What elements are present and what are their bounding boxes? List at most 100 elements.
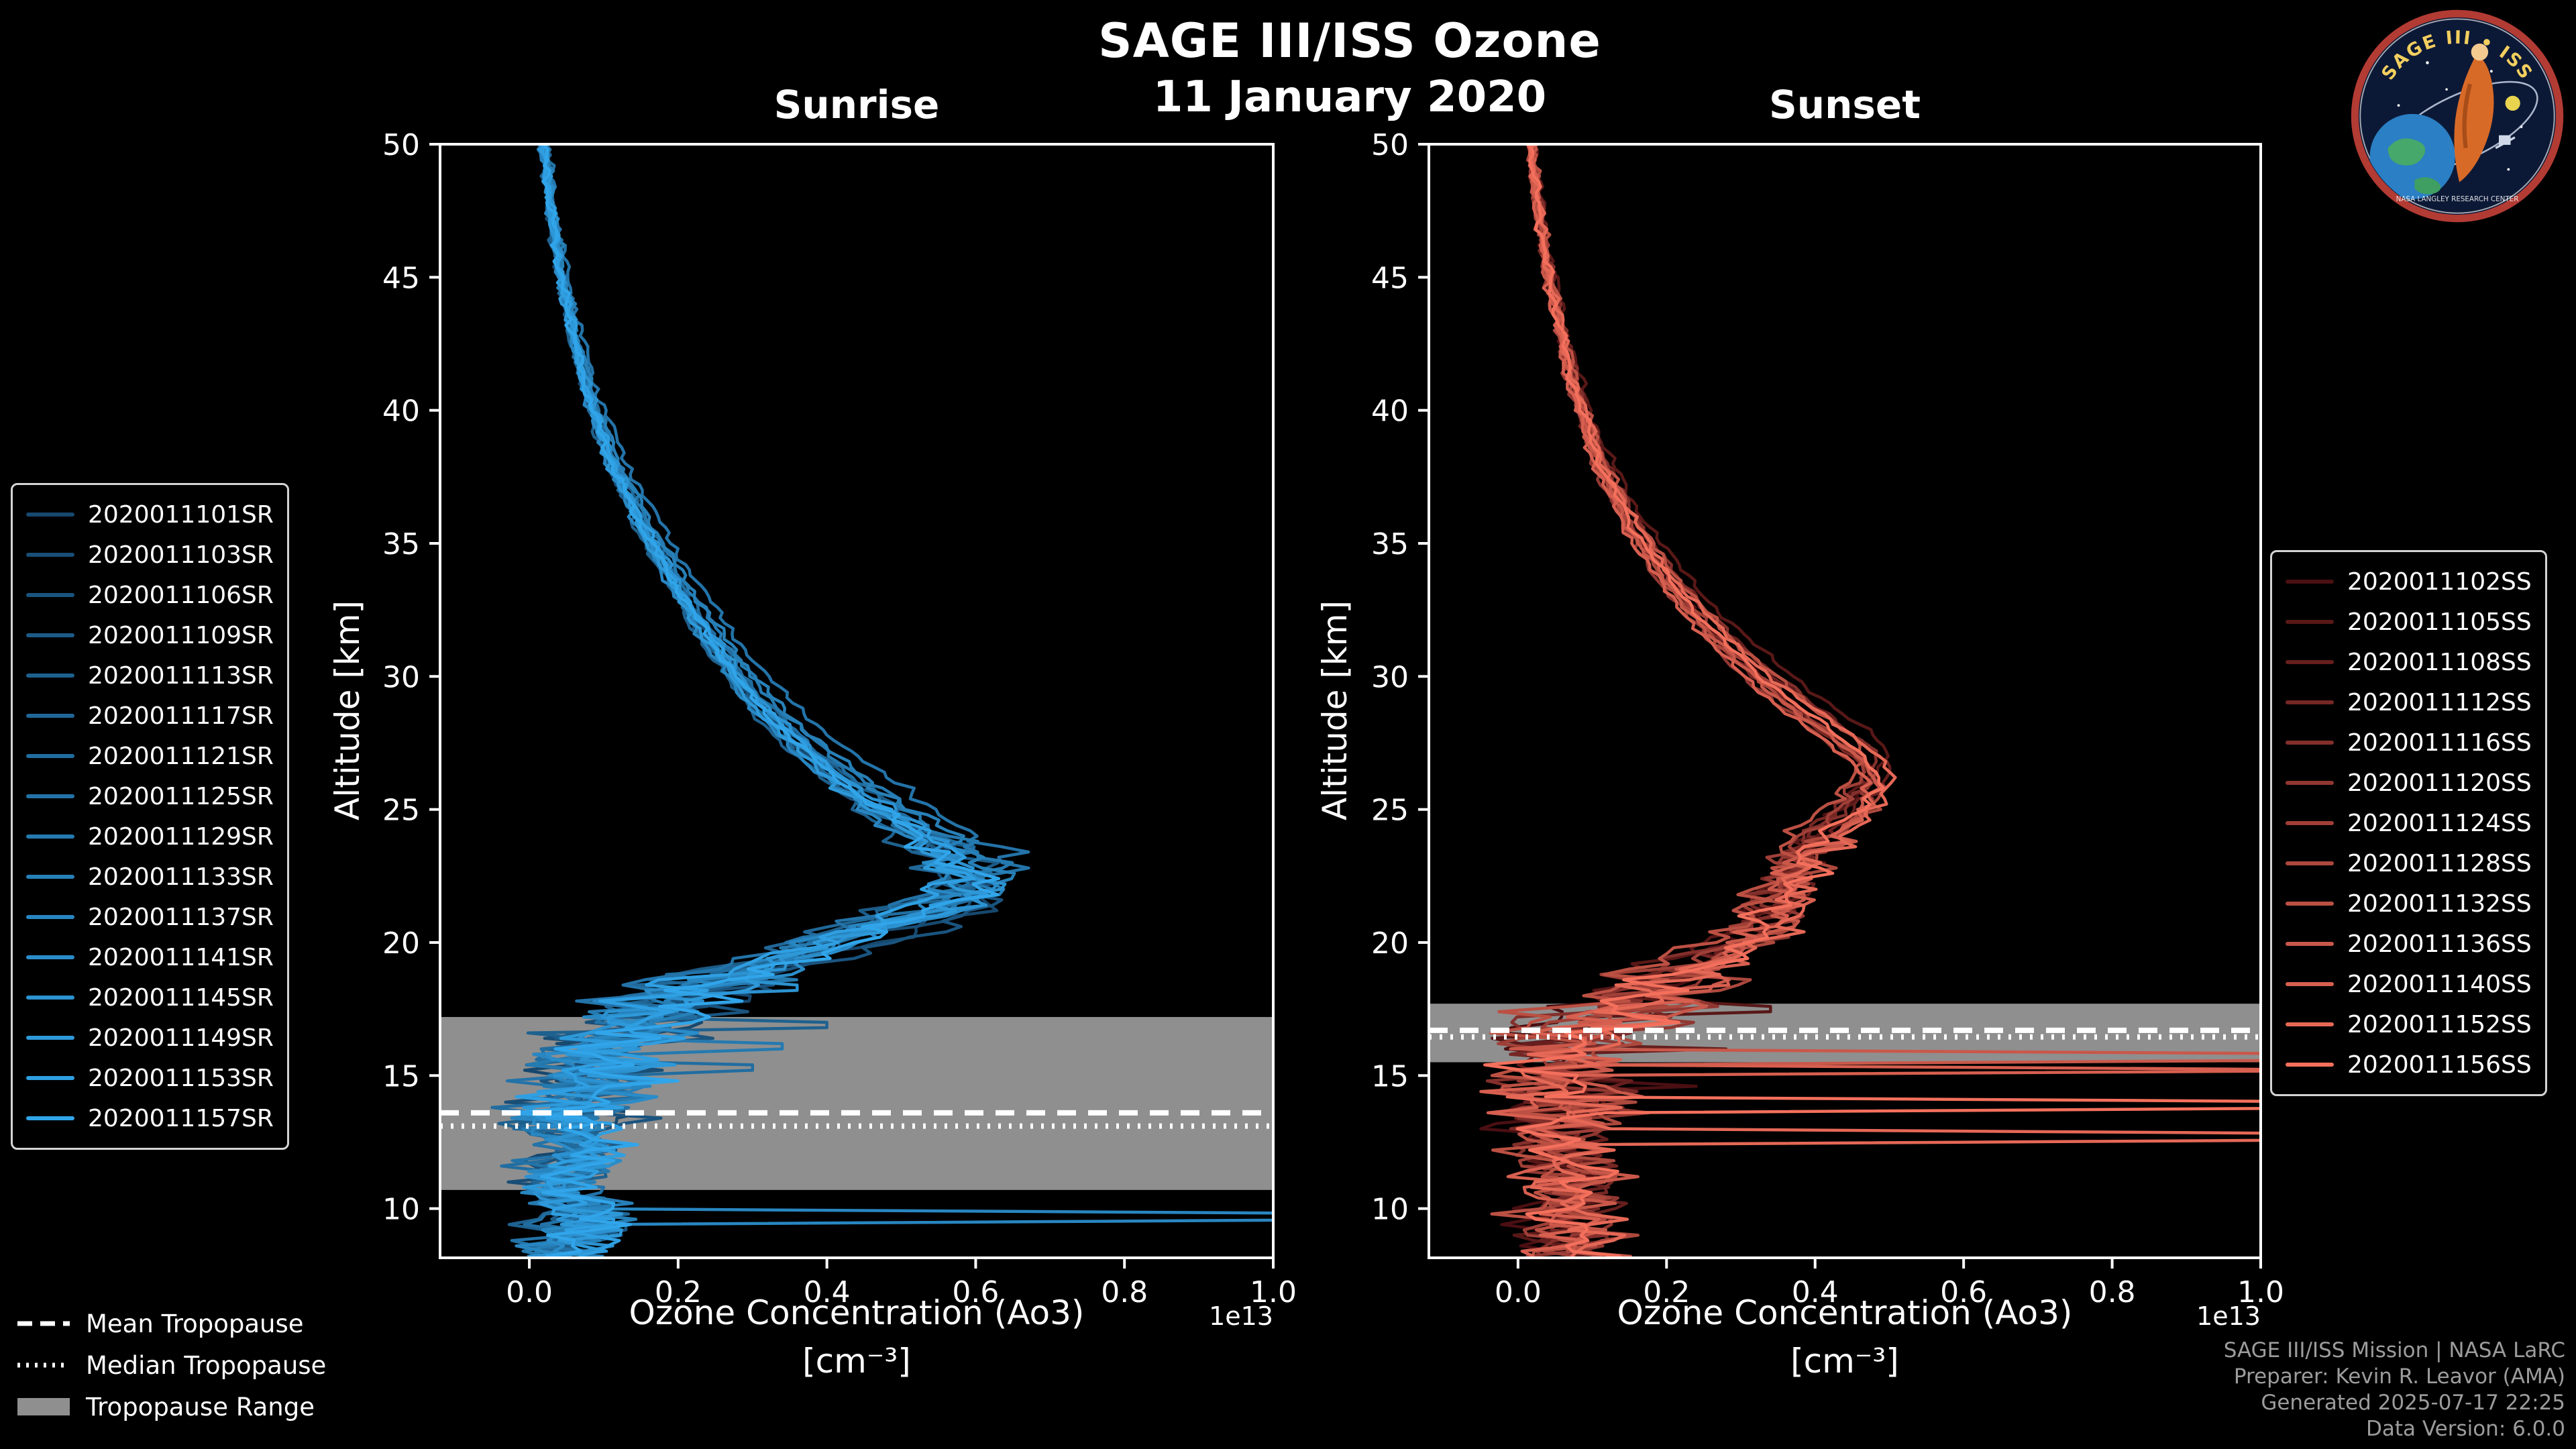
profile-line-2020011116SS <box>1485 144 1878 1258</box>
sunrise-axis-offset-label: 1e13 <box>1209 1301 1273 1331</box>
legend-label: 2020011136SS <box>2347 930 2532 958</box>
profile-line-2020011157SR <box>508 144 1001 1258</box>
legend-item: 2020011121SR <box>26 736 274 776</box>
profile-line-2020011125SR <box>505 144 1030 1258</box>
legend-label: 2020011116SS <box>2347 729 2532 757</box>
legend-label: 2020011120SS <box>2347 769 2532 797</box>
legend-line-swatch <box>26 1076 74 1080</box>
legend-line-swatch <box>2286 620 2334 624</box>
legend-label: 2020011140SS <box>2347 970 2532 998</box>
legend-line-swatch <box>26 1036 74 1040</box>
band-swatch <box>17 1398 70 1415</box>
robed-figure <box>2454 54 2494 182</box>
legend-line-swatch <box>2286 942 2334 946</box>
sunset-panel-title: Sunset <box>1769 82 1921 127</box>
legend-item: 2020011153SR <box>26 1058 274 1098</box>
legend-line-swatch <box>2286 1063 2334 1067</box>
credits-block: SAGE III/ISS Mission | NASA LaRC Prepare… <box>2224 1338 2565 1442</box>
legend-item: 2020011133SR <box>26 857 274 897</box>
legend-line-swatch <box>2286 580 2334 584</box>
x-tick-label: 0.0 <box>506 1275 553 1309</box>
legend-line-swatch <box>26 513 74 517</box>
legend-item: 2020011105SS <box>2286 602 2532 642</box>
legend-label: 2020011141SR <box>88 943 274 971</box>
legend-line-swatch <box>26 593 74 597</box>
y-tick-label: 10 <box>382 1193 420 1227</box>
legend-line-swatch <box>2286 861 2334 865</box>
y-tick-label: 25 <box>1371 794 1409 828</box>
credit-mission: SAGE III/ISS Mission | NASA LaRC <box>2223 1338 2565 1362</box>
legend-label: 2020011149SR <box>88 1024 274 1052</box>
legend-line-swatch <box>2286 781 2334 785</box>
y-tick-label: 35 <box>1371 527 1409 561</box>
legend-label: 2020011109SR <box>88 621 274 649</box>
x-tick-label: 0.8 <box>1101 1275 1148 1309</box>
legend-label: 2020011102SS <box>2347 568 2532 596</box>
legend-label: Tropopause Range <box>86 1392 315 1421</box>
legend-label: 2020011128SS <box>2347 849 2532 877</box>
dotted-line-swatch <box>17 1362 70 1368</box>
legend-label: 2020011125SR <box>88 782 274 810</box>
legend-line-swatch <box>26 875 74 879</box>
legend-item: 2020011108SS <box>2286 642 2532 682</box>
y-tick-label: 20 <box>1371 926 1409 961</box>
legend-item: 2020011109SR <box>26 615 274 655</box>
legend-label: 2020011137SR <box>88 903 274 931</box>
legend-item: 2020011102SS <box>2286 561 2532 602</box>
legend-item: 2020011128SS <box>2286 843 2532 883</box>
legend-label: 2020011133SR <box>88 863 274 891</box>
legend-label: 2020011152SS <box>2347 1010 2532 1038</box>
legend-item: 2020011145SR <box>26 977 274 1018</box>
logo-inner-ring <box>2359 18 2555 214</box>
legend-line-swatch <box>2286 741 2334 745</box>
moon <box>2505 95 2520 111</box>
y-tick-label: 45 <box>1371 261 1409 295</box>
legend-item: 2020011101SR <box>26 494 274 535</box>
x-tick-label: 0.8 <box>2089 1275 2136 1309</box>
y-tick-label: 40 <box>382 394 420 429</box>
legend-label: 2020011112SS <box>2347 688 2532 716</box>
legend-item: 2020011117SR <box>26 696 274 736</box>
legend-item: 2020011124SS <box>2286 803 2532 843</box>
legend-item: 2020011137SR <box>26 897 274 937</box>
legend-label: 2020011106SR <box>88 581 274 609</box>
legend-item: 2020011132SS <box>2286 883 2532 924</box>
legend-label: 2020011105SS <box>2347 608 2532 636</box>
legend-label: 2020011145SR <box>88 983 274 1012</box>
panel-sunset: 10 15 20 25 30 35 40 45 50 0.0 0.2 0.4 0.6 0.8 1.0 <box>1371 128 2284 1309</box>
legend-line-swatch <box>2286 821 2334 825</box>
page-date: 11 January 2020 <box>1152 72 1547 122</box>
credit-preparer: Preparer: Kevin R. Leavor (AMA) <box>2233 1364 2565 1389</box>
y-tick-label: 20 <box>382 926 420 961</box>
sunset-event-legend: 2020011102SS 2020011105SS 2020011108SS 2020… <box>2270 550 2547 1096</box>
x-tick-label: 0.6 <box>1940 1275 1987 1309</box>
sunrise-x-axis-label: Ozone Concentration (Ao3) <box>629 1293 1085 1332</box>
legend-line-swatch <box>2286 660 2334 664</box>
profile-line-2020011145SR <box>524 144 1007 1258</box>
legend-item: 2020011116SS <box>2286 722 2532 763</box>
iss-satellite-icon <box>2495 135 2516 150</box>
y-tick-label: 45 <box>382 261 420 295</box>
x-tick-label: 0.2 <box>1643 1275 1690 1309</box>
credit-generated: Generated 2025-07-17 22:25 <box>2261 1390 2565 1415</box>
legend-label: 2020011113SR <box>88 661 274 690</box>
y-tick-label: 10 <box>1371 1193 1409 1227</box>
legend-line-swatch <box>2286 902 2334 906</box>
sunset-x-axis-units: [cm⁻³] <box>1790 1342 1899 1381</box>
legend-line-swatch <box>26 674 74 678</box>
legend-item: 2020011141SR <box>26 937 274 977</box>
y-tick-label: 50 <box>1371 128 1409 162</box>
tropopause-legend: Mean Tropopause Median Tropopause Tropop… <box>17 1303 326 1428</box>
legend-item: 2020011106SR <box>26 575 274 615</box>
legend-item: 2020011129SR <box>26 816 274 857</box>
legend-label: 2020011101SR <box>88 500 274 529</box>
credit-data-version: Data Version: 6.0.0 <box>2365 1416 2565 1441</box>
legend-line-swatch <box>26 1116 74 1120</box>
profile-line-2020011132SS <box>1489 144 1866 1257</box>
legend-item: 2020011156SS <box>2286 1044 2532 1085</box>
sunset-axis-offset-label: 1e13 <box>2196 1301 2261 1331</box>
x-tick-label: 0.0 <box>1495 1275 1542 1309</box>
sunset-y-axis-label: Altitude [km] <box>1316 600 1354 820</box>
legend-label: 2020011103SR <box>88 541 274 569</box>
axes-spines <box>439 143 1275 1259</box>
